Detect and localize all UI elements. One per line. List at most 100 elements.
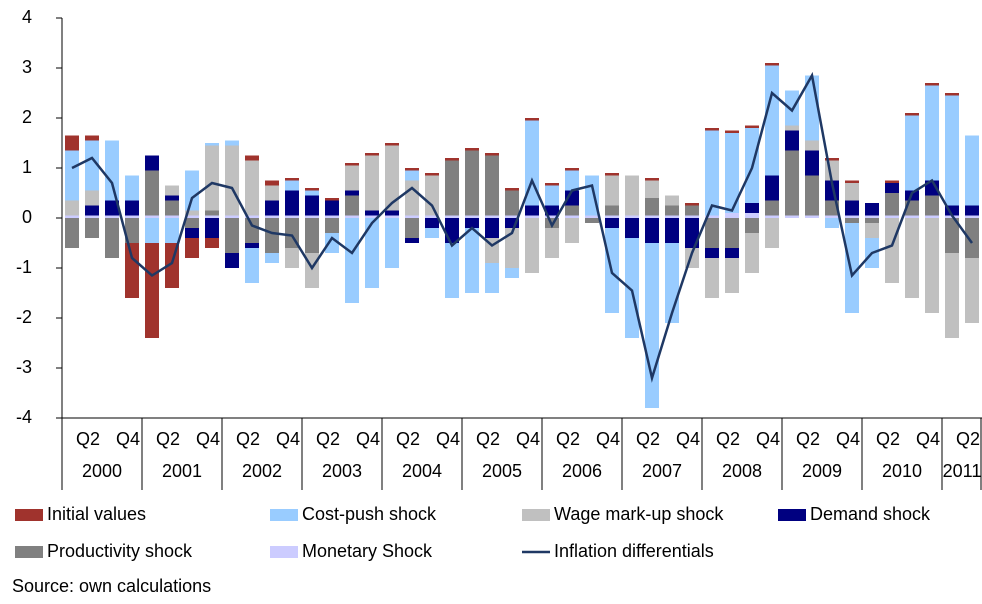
y-tick-label: 2 [22, 107, 32, 127]
year-label: 2005 [482, 461, 522, 481]
bar-segment [445, 243, 459, 298]
bar-segment [425, 228, 439, 238]
x-tick-label: Q4 [116, 429, 140, 449]
bar-segment [965, 215, 979, 218]
x-tick-label: Q4 [596, 429, 620, 449]
bar-segment [705, 218, 719, 248]
x-tick-label: Q2 [796, 429, 820, 449]
bar-segment [105, 215, 119, 218]
bar-segment [925, 195, 939, 216]
bar-segment [185, 218, 199, 228]
bar-segment [605, 205, 619, 216]
x-tick-label: Q2 [156, 429, 180, 449]
bar-segment [305, 190, 319, 196]
bar-segment [805, 150, 819, 176]
x-tick-label: Q4 [436, 429, 460, 449]
x-tick-label: Q4 [836, 429, 860, 449]
bar-segment [245, 160, 259, 216]
bar-segment [445, 158, 459, 161]
bar-segment [705, 128, 719, 131]
bar-segment [645, 178, 659, 181]
bar-segment [525, 118, 539, 121]
bar-segment [785, 150, 799, 216]
bar-segment [485, 155, 499, 216]
bar-segment [885, 215, 899, 218]
year-label: 2003 [322, 461, 362, 481]
bar-segment [545, 205, 559, 216]
bar-segment [385, 218, 399, 268]
bar-segment [425, 218, 439, 228]
x-tick-label: Q4 [756, 429, 780, 449]
bar-segment [965, 218, 979, 258]
bar-segment [865, 223, 879, 238]
bar-segment [805, 215, 819, 218]
bar-segment [925, 85, 939, 181]
bar-segment [265, 180, 279, 186]
bar-segment [425, 175, 439, 216]
bar-segment [785, 215, 799, 218]
bar-segment [385, 210, 399, 216]
bar-segment [405, 238, 419, 243]
bar-segment [385, 143, 399, 146]
bar-segment [605, 175, 619, 206]
bar-segment [385, 145, 399, 211]
x-tick-label: Q2 [556, 429, 580, 449]
bar-segment [525, 120, 539, 206]
bar-segment [945, 218, 959, 253]
bar-segment [785, 125, 799, 131]
bar-segment [625, 238, 639, 338]
bar-segment [425, 173, 439, 176]
bar-segment [165, 215, 179, 218]
bar-segment [305, 188, 319, 191]
bar-segment [185, 170, 199, 211]
bar-segment [685, 203, 699, 206]
bar-segment [645, 180, 659, 198]
bar-segment [645, 215, 659, 218]
bar-segment [285, 248, 299, 268]
bar-segment [545, 185, 559, 206]
bar-segment [285, 180, 299, 191]
bar-segment [485, 215, 499, 218]
bar-segment [325, 215, 339, 218]
legend-swatch [270, 546, 298, 558]
bar-segment [125, 175, 139, 201]
legend-label: Productivity shock [47, 541, 193, 561]
bar-segment [925, 218, 939, 313]
bar-segment [705, 130, 719, 216]
bar-segment [925, 215, 939, 218]
year-label: 2006 [562, 461, 602, 481]
bar-segment [245, 155, 259, 161]
bar-segment [245, 248, 259, 283]
bar-segment [765, 200, 779, 216]
year-label: 2007 [642, 461, 682, 481]
bar-segment [425, 215, 439, 218]
bar-segment [145, 218, 159, 243]
bar-segment [465, 148, 479, 151]
bar-segment [205, 215, 219, 218]
bar-segment [205, 238, 219, 248]
bar-segment [725, 213, 739, 218]
bar-segment [405, 168, 419, 171]
legend-label: Inflation differentials [554, 541, 714, 561]
bar-segment [885, 183, 899, 193]
bar-segment [225, 253, 239, 268]
bar-segment [605, 215, 619, 218]
bar-segment [325, 200, 339, 216]
x-tick-label: Q4 [516, 429, 540, 449]
bar-segment [505, 215, 519, 218]
bar-segment [525, 215, 539, 218]
bar-segment [405, 218, 419, 238]
bar-segment [305, 215, 319, 218]
bar-segment [665, 215, 679, 218]
bar-segment [745, 233, 759, 273]
bar-segment [345, 195, 359, 216]
bar-segment [965, 258, 979, 323]
bar-segment [965, 205, 979, 216]
bar-segment [845, 218, 859, 223]
bar-segment [285, 190, 299, 216]
x-tick-label: Q2 [636, 429, 660, 449]
legend-label: Initial values [47, 504, 146, 524]
bar-segment [185, 215, 199, 218]
bar-segment [905, 115, 919, 191]
bar-segment [225, 145, 239, 216]
